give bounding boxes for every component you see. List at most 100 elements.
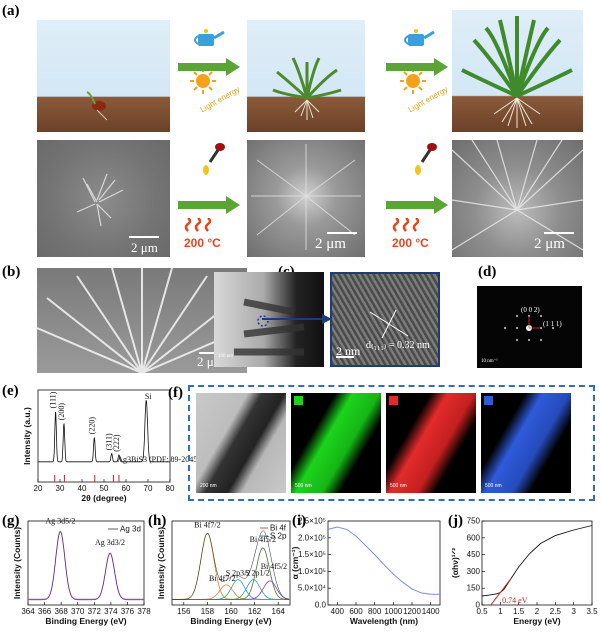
y-tick-label: 0 <box>476 601 481 610</box>
tangent-line <box>490 577 512 606</box>
y-tick-label: 450 <box>467 550 481 559</box>
peak-label: (222) <box>112 434 121 452</box>
x-tick-label: 164 <box>272 607 286 616</box>
sem-image-final: 2 μm <box>452 140 583 257</box>
arrow-right-icon <box>386 196 448 214</box>
x-tick-label: 374 <box>104 607 118 616</box>
scale-bar <box>336 356 354 358</box>
zoom-arrow-icon <box>262 314 332 324</box>
color-tag-blue <box>484 396 493 405</box>
sem-small-cluster <box>76 173 124 227</box>
plot-frame <box>481 520 593 606</box>
eds-map-frame <box>188 385 595 501</box>
scale-bar <box>327 232 357 234</box>
scale-label: 200 nm <box>200 483 217 489</box>
sun-icon <box>190 68 216 94</box>
x-tick-label: 1400 <box>422 607 440 616</box>
heat-icon <box>184 218 212 232</box>
x-tick-label: 3 <box>571 607 576 616</box>
x-axis-label: Binding Energy (eV) <box>45 616 126 626</box>
seed-illustration <box>86 91 108 121</box>
x-tick-label: 370 <box>71 607 85 616</box>
watering-can-icon <box>404 29 435 46</box>
peak-label: Si <box>145 392 152 401</box>
sem-image-mid: 2 μm <box>247 140 365 257</box>
arrow-right-icon <box>386 58 448 76</box>
x-axis-label: Energy (eV) <box>513 616 560 626</box>
scale-label: 500 nm <box>485 483 502 489</box>
panel-label-b: (b) <box>2 264 21 280</box>
data-curve <box>172 530 290 600</box>
peak-label: (220) <box>87 417 96 435</box>
absorption-curve <box>327 526 440 595</box>
x-tick-label: 1200 <box>403 607 421 616</box>
legend-label: Ag3BiS3 (PDF: 89-2045) <box>117 455 200 464</box>
x-tick-label: 30 <box>56 484 65 493</box>
large-plant-illustration <box>461 16 573 128</box>
peak-label: (200) <box>57 403 66 421</box>
panel-label-d: (d) <box>478 264 497 280</box>
y-tick-label: 0.0 <box>315 601 327 610</box>
x-tick-label: 40 <box>78 484 87 493</box>
y-tick-label: 600 <box>467 533 481 542</box>
y-axis-label: α (cm⁻¹) <box>290 546 300 579</box>
x-tick-label: 158 <box>201 607 215 616</box>
x-tick-label: 1.5 <box>513 607 525 616</box>
peak-label: Ag 3d3/2 <box>95 538 125 547</box>
x-tick-label: 0.5 <box>476 607 488 616</box>
xrd-chart: 20 30 40 50 60 70 80 2θ (degree) Intensity (a.u.… <box>22 389 200 503</box>
peak-label: S 2p3/2 <box>226 569 251 578</box>
x-tick-label: 70 <box>144 484 153 493</box>
y-axis-label: (αhν)¹ᐟ² <box>450 548 460 578</box>
panel-label-f: (f) <box>168 385 183 401</box>
x-axis-label: Binding Energy (eV) <box>190 616 271 626</box>
scale-label: 10 nm⁻¹ <box>481 359 498 364</box>
sem-radial-cluster <box>251 144 361 250</box>
x-tick-label: 2 <box>535 607 540 616</box>
d-spacing-label: d₍₁₁₁₎ = 0.32 nm <box>366 340 430 351</box>
y-axis-label: Intensity (a.u.) <box>22 407 32 465</box>
x-tick-label: 368 <box>54 607 68 616</box>
x-tick-label: 80 <box>166 484 175 493</box>
x-tick-label: 400 <box>331 607 345 616</box>
sem-image-b: 2 μm <box>37 268 247 373</box>
scale-label: 2 μm <box>315 236 346 252</box>
y-tick-label: 1.5×10⁵ <box>298 550 326 559</box>
sem-image-early: 2 μm <box>37 140 170 257</box>
scale-label: 500 nm <box>295 483 312 489</box>
arrow-right-icon <box>178 58 240 76</box>
panel-label-h: (h) <box>148 513 167 529</box>
x-tick-label: 378 <box>137 607 151 616</box>
panel-label-i: (i) <box>292 513 307 529</box>
x-tick-label: 364 <box>21 607 35 616</box>
peak-label: Bi 4f5/2 <box>250 535 276 544</box>
dropper-icon <box>415 143 437 175</box>
x-tick-label: 50 <box>100 484 109 493</box>
data-curve <box>28 531 144 601</box>
plot-frame <box>327 520 441 606</box>
eds-map-tem: 200 nm <box>196 393 286 493</box>
eds-map-red: 500 nm <box>386 393 476 493</box>
peak-label: Bi 4f7/2 <box>209 574 235 583</box>
x-tick-label: 600 <box>349 607 363 616</box>
diffraction-spots <box>504 315 554 341</box>
seed-cartoon <box>37 20 170 132</box>
color-tag-red <box>389 396 398 405</box>
component-curve <box>172 580 290 600</box>
color-tag-green <box>294 396 303 405</box>
panel-label-j: (j) <box>448 513 463 529</box>
y-tick-label: 300 <box>467 567 481 576</box>
scale-label: 2 μm <box>534 236 565 252</box>
y-tick-label: 5.0×10⁴ <box>298 584 327 593</box>
tauc-curve <box>481 525 593 597</box>
x-tick-label: 156 <box>177 607 191 616</box>
small-plant-illustration <box>272 57 342 120</box>
bandgap-label: 0.74 eV <box>502 596 528 605</box>
x-axis-label: Wavelength (nm) <box>350 616 418 626</box>
x-tick-label: 20 <box>34 484 43 493</box>
heat-icon <box>392 218 420 232</box>
x-tick-label: 372 <box>88 607 102 616</box>
y-tick-label: 2.0×10⁵ <box>298 533 326 542</box>
y-tick-label: 150 <box>467 584 481 593</box>
